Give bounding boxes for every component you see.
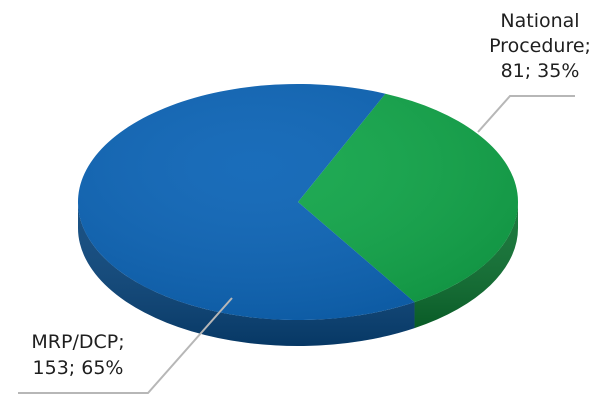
- pie-side-shade-0: [414, 202, 518, 329]
- slice-label-1-line-0: MRP/DCP;: [31, 331, 124, 353]
- slice-label-0-line-2: 81; 35%: [501, 60, 580, 82]
- pie-side-shade-1: [78, 202, 415, 346]
- leader-line-1: [18, 297, 233, 394]
- slice-label-0-line-1: Procedure;: [489, 35, 591, 57]
- slice-label-1-line-1: 153; 65%: [33, 357, 124, 379]
- slice-labels: National Procedure; 81; 35% MRP/DCP; 153; 65…: [18, 10, 591, 394]
- pie-top-lighting: [78, 84, 518, 320]
- leader-line-0: [477, 95, 575, 133]
- slice-label-0-line-0: National: [500, 10, 579, 32]
- pie-side-layer: [78, 202, 518, 346]
